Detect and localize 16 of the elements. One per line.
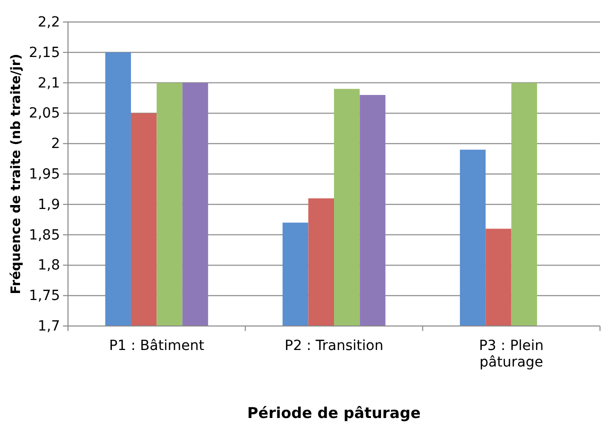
y-tick-label: 2,15 [28,44,60,61]
y-tick-label: 1,85 [28,227,60,244]
y-tick-label: 1,9 [38,196,60,213]
x-tick-label: P2 : Transition [284,338,384,354]
y-axis-title: Fréquence de traite (nb traite/jr) [9,54,24,294]
x-axis-title: Période de pâturage [247,404,421,422]
x-tick-label: P3 : Plein pâturage [478,338,544,371]
y-tick-label: 1,95 [28,166,60,182]
y-tick-label: 2,1 [38,75,60,92]
y-tick-label: 1,75 [28,288,60,304]
x-tick-label: P1 : Bâtiment [109,338,205,354]
y-tick-label: 1,7 [38,318,60,334]
y-tick-label: 1,8 [38,258,60,274]
y-tick-label: 2,2 [38,14,60,30]
y-tick-label: 2,05 [28,106,60,122]
y-tick-label: 2 [51,136,60,152]
